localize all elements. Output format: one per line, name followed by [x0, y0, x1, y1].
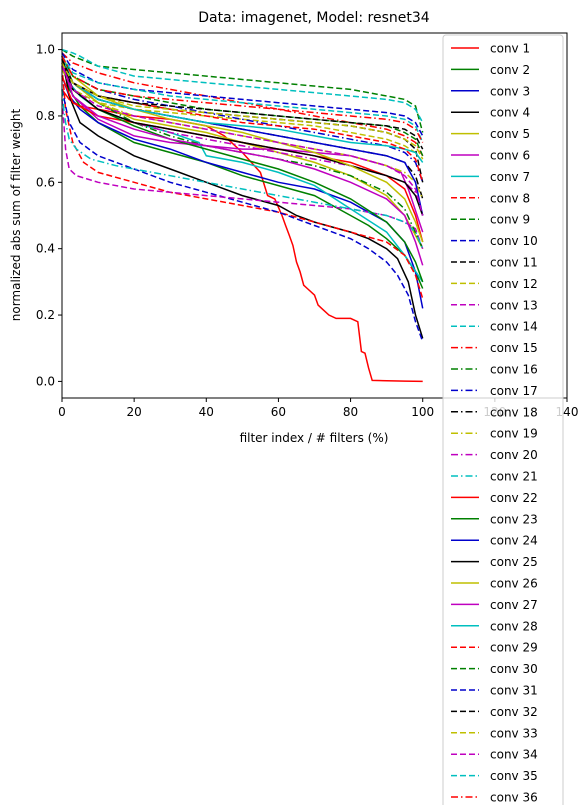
legend-label: conv 36 [490, 791, 538, 805]
legend-label: conv 28 [490, 619, 538, 633]
legend-label: conv 17 [490, 384, 538, 398]
plot-frame [61, 32, 568, 399]
y-tick-label: 1.0 [36, 43, 55, 57]
plot-lines [61, 48, 424, 383]
series-line-9 [61, 48, 424, 133]
y-tick-label: 0.6 [36, 175, 55, 189]
legend-label: conv 27 [490, 598, 538, 612]
legend-label: conv 13 [490, 298, 538, 312]
legend-label: conv 24 [490, 534, 538, 548]
legend-label: conv 30 [490, 662, 538, 676]
legend-label: conv 3 [490, 84, 530, 98]
legend-label: conv 4 [490, 106, 530, 120]
legend-label: conv 2 [490, 63, 530, 77]
series-line-8 [61, 66, 424, 299]
series-line-21 [61, 89, 424, 249]
y-tick-label: 0.0 [36, 374, 55, 388]
x-tick-label: 0 [58, 405, 66, 419]
legend-label: conv 11 [490, 256, 538, 270]
x-axis-label: filter index / # filters (%) [240, 431, 389, 445]
legend-label: conv 5 [490, 127, 530, 141]
legend-label: conv 35 [490, 769, 538, 783]
legend-label: conv 10 [490, 234, 538, 248]
series-line-25 [61, 59, 424, 216]
legend-label: conv 33 [490, 726, 538, 740]
y-axis-label: normalized abs sum of filter weight [9, 108, 23, 321]
series-line-35 [61, 55, 424, 143]
legend-label: conv 29 [490, 641, 538, 655]
legend-label: conv 18 [490, 405, 538, 419]
legend-label: conv 7 [490, 170, 530, 184]
legend-label: conv 32 [490, 705, 538, 719]
x-tick-label: 100 [411, 405, 434, 419]
legend-label: conv 6 [490, 149, 530, 163]
series-line-15 [61, 52, 424, 157]
series-line-12 [61, 69, 424, 163]
legend-label: conv 25 [490, 555, 538, 569]
x-tick-label: 40 [199, 405, 214, 419]
legend-label: conv 31 [490, 684, 538, 698]
series-line-14 [61, 48, 424, 123]
y-tick-label: 0.8 [36, 109, 55, 123]
series-line-29 [61, 59, 424, 183]
y-axis-ticks: 0.0 0.2 0.4 0.6 0.8 1.0 [36, 43, 62, 388]
legend-label: conv 1 [490, 42, 530, 56]
series-line-24 [61, 59, 424, 216]
series-line-2 [61, 62, 424, 289]
legend-label: conv 9 [490, 213, 530, 227]
legend-label: conv 19 [490, 427, 538, 441]
legend-box [442, 34, 564, 805]
series-line-33 [61, 62, 424, 160]
legend-label: conv 23 [490, 512, 538, 526]
legend-label: conv 21 [490, 470, 538, 484]
series-line-31 [61, 52, 424, 137]
series-line-30 [61, 55, 424, 157]
legend-label: conv 34 [490, 748, 538, 762]
series-line-19 [61, 59, 424, 200]
y-tick-label: 0.2 [36, 308, 55, 322]
legend-label: conv 12 [490, 277, 538, 291]
series-line-34 [61, 65, 424, 216]
x-tick-label: 20 [127, 405, 142, 419]
legend-label: conv 15 [490, 341, 538, 355]
x-tick-label: 80 [343, 405, 358, 419]
legend-label: conv 14 [490, 320, 538, 334]
legend-label: conv 26 [490, 577, 538, 591]
series-line-32 [61, 59, 424, 150]
legend: conv 1 conv 2 conv 3 conv 4 conv 5 conv 6 conv… [442, 34, 564, 805]
legend-label: conv 22 [490, 491, 538, 505]
legend-label: conv 8 [490, 191, 530, 205]
series-line-20 [61, 65, 424, 216]
y-tick-label: 0.4 [36, 242, 55, 256]
legend-label: conv 16 [490, 363, 538, 377]
series-line-6 [61, 59, 424, 233]
x-tick-label: 60 [271, 405, 286, 419]
series-line-27 [61, 62, 424, 266]
legend-label: conv 20 [490, 448, 538, 462]
series-line-4 [61, 56, 424, 339]
chart-title: Data: imagenet, Model: resnet34 [198, 10, 430, 26]
